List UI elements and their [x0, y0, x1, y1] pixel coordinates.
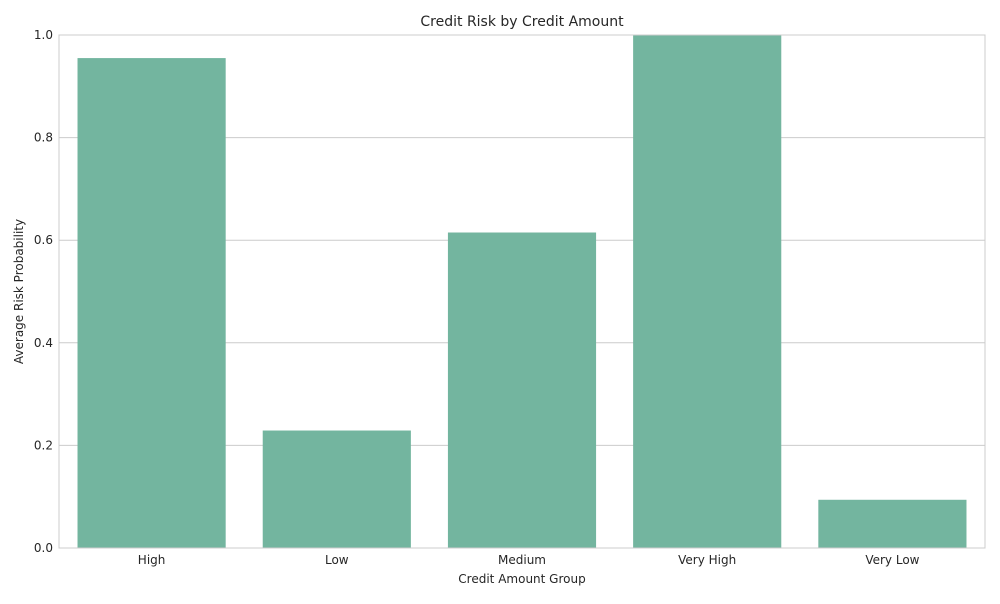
bar-medium [447, 232, 597, 548]
x-tick-label: Medium [498, 553, 546, 567]
bar-very-low [818, 499, 967, 548]
x-tick-label: High [138, 553, 166, 567]
plot-frame [58, 34, 986, 549]
y-tick-label: 0.2 [34, 438, 53, 452]
x-axis-label: Credit Amount Group [458, 572, 585, 586]
y-tick-label: 1.0 [34, 28, 53, 42]
bar-layer [77, 35, 967, 549]
x-tick-labels: High Low Medium Very High Very Low [138, 553, 920, 567]
y-tick-label: 0.6 [34, 233, 53, 247]
y-tick-label: 0.8 [34, 131, 53, 145]
x-tick-label: Low [325, 553, 349, 567]
x-tick-label: Very Low [865, 553, 919, 567]
bar-very-high [633, 35, 782, 548]
y-axis-label: Average Risk Probability [12, 219, 26, 364]
bar-low [262, 430, 411, 548]
bar-high [77, 58, 226, 549]
y-tick-labels: 0.0 0.2 0.4 0.6 0.8 1.0 [34, 28, 53, 555]
x-tick-label: Very High [678, 553, 736, 567]
y-tick-label: 0.0 [34, 541, 53, 555]
chart-title: Credit Risk by Credit Amount [420, 14, 624, 30]
y-tick-label: 0.4 [34, 336, 53, 350]
